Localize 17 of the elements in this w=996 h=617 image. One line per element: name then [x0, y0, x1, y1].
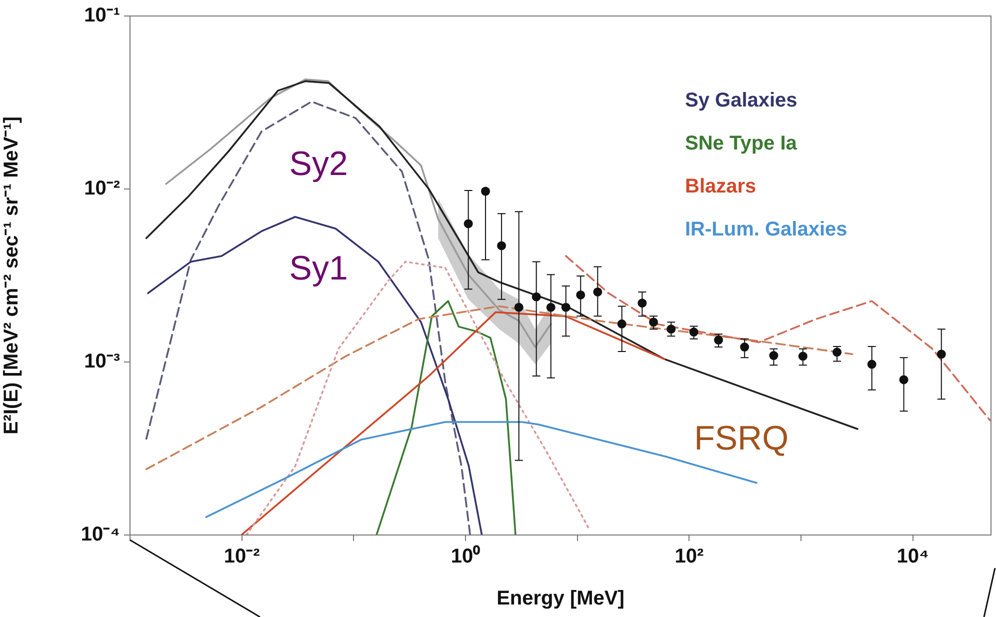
annotation: FSRQ	[694, 419, 789, 458]
y-tick-label: 10⁻³	[84, 350, 120, 373]
x-axis-title: Energy [MeV]	[496, 588, 624, 610]
y-tick-label: 10⁻²	[84, 178, 120, 200]
annotation: Sy2	[289, 144, 348, 183]
text: Sy Galaxies	[685, 90, 798, 112]
y-tick-label: 10⁻¹	[84, 4, 120, 27]
x-tick-label: 10⁴	[896, 546, 929, 568]
text: SNe Type Ia	[685, 132, 798, 155]
x-tick-label: 10⁰	[450, 544, 480, 568]
text: IR-Lum. Galaxies	[685, 218, 848, 241]
y-tick-label: 10⁻⁴	[80, 524, 120, 546]
y-axis-title: E²I(E) [MeV² cm⁻² sec⁻¹ sr⁻¹ MeV⁻¹]	[0, 116, 23, 435]
x-tick-label: 10⁻²	[224, 546, 260, 568]
annotation: Sy1	[289, 250, 348, 288]
x-tick-label: 10²	[674, 546, 704, 568]
text: Blazars	[685, 176, 756, 198]
